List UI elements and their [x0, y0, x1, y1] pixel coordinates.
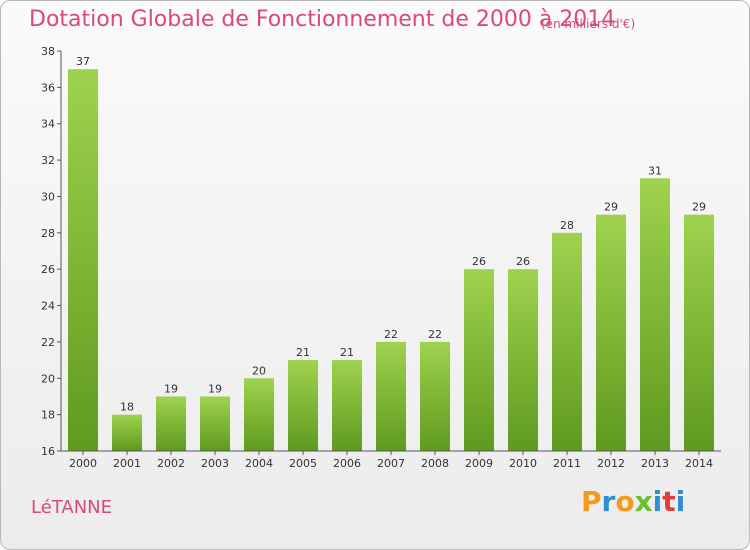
bar-2014 — [684, 214, 714, 451]
x-tick-label: 2004 — [245, 457, 273, 470]
x-tick-label: 2009 — [465, 457, 493, 470]
y-tick-label: 36 — [41, 81, 55, 94]
proxiti-logo: Proxiti — [581, 485, 685, 518]
data-label: 26 — [472, 255, 486, 268]
y-tick-label: 34 — [41, 118, 55, 131]
y-tick-label: 38 — [41, 45, 55, 58]
y-tick-label: 18 — [41, 409, 55, 422]
data-label: 29 — [692, 201, 706, 214]
x-tick-label: 2001 — [113, 457, 141, 470]
x-tick-label: 2011 — [553, 457, 581, 470]
bar-2012 — [596, 214, 626, 451]
x-tick-label: 2007 — [377, 457, 405, 470]
logo-letter: x — [634, 485, 653, 518]
data-label: 21 — [296, 346, 310, 359]
bar-2001 — [112, 414, 142, 451]
logo-letter: i — [652, 485, 663, 518]
logo-letter: o — [615, 485, 635, 518]
bar-2005 — [288, 360, 318, 451]
y-tick-label: 30 — [41, 190, 55, 203]
y-tick-label: 28 — [41, 227, 55, 240]
data-label: 28 — [560, 219, 574, 232]
commune-name: LéTANNE — [31, 497, 112, 518]
data-label: 22 — [428, 328, 442, 341]
bar-2002 — [156, 396, 186, 451]
chart-title: Dotation Globale de Fonctionnement de 20… — [29, 7, 616, 32]
x-tick-label: 2014 — [685, 457, 713, 470]
bar-2000 — [68, 69, 98, 451]
y-tick-label: 20 — [41, 372, 55, 385]
x-tick-label: 2008 — [421, 457, 449, 470]
bar-2009 — [464, 269, 494, 451]
bar-2013 — [640, 178, 670, 452]
logo-letter: i — [675, 485, 686, 518]
bar-2010 — [508, 269, 538, 451]
data-label: 29 — [604, 201, 618, 214]
bar-2008 — [420, 341, 450, 451]
data-label: 20 — [252, 364, 266, 377]
y-tick-label: 22 — [41, 336, 55, 349]
data-label: 19 — [164, 382, 178, 395]
data-label: 26 — [516, 255, 530, 268]
logo-letter: r — [601, 485, 616, 518]
y-tick-label: 24 — [41, 300, 55, 313]
x-tick-label: 2003 — [201, 457, 229, 470]
x-tick-label: 2006 — [333, 457, 361, 470]
x-tick-label: 2012 — [597, 457, 625, 470]
logo-letter: P — [581, 485, 602, 518]
data-label: 22 — [384, 328, 398, 341]
bar-2007 — [376, 341, 406, 451]
data-label: 18 — [120, 401, 134, 414]
bar-2003 — [200, 396, 230, 451]
x-tick-label: 2000 — [69, 457, 97, 470]
logo-letter: t — [662, 485, 676, 518]
data-label: 37 — [76, 55, 90, 68]
bar-2006 — [332, 360, 362, 451]
bars-group: 37 18 19 19 20 21 21 22 22 26 26 28 29 31 29 — [68, 55, 714, 452]
y-tick-label: 16 — [41, 445, 55, 458]
x-tick-label: 2005 — [289, 457, 317, 470]
axes-group: 16 18 20 22 24 26 28 30 32 34 36 38 2000 2001 2002 2003… — [41, 45, 721, 470]
x-tick-label: 2013 — [641, 457, 669, 470]
data-label: 19 — [208, 382, 222, 395]
chart-subtitle: (en milliers d'€) — [541, 17, 636, 31]
x-tick-label: 2002 — [157, 457, 185, 470]
x-tick-label: 2010 — [509, 457, 537, 470]
y-tick-label: 26 — [41, 263, 55, 276]
bar-2011 — [552, 232, 582, 451]
bar-2004 — [244, 378, 274, 451]
data-label: 21 — [340, 346, 354, 359]
data-label: 31 — [648, 164, 662, 177]
y-tick-label: 32 — [41, 154, 55, 167]
